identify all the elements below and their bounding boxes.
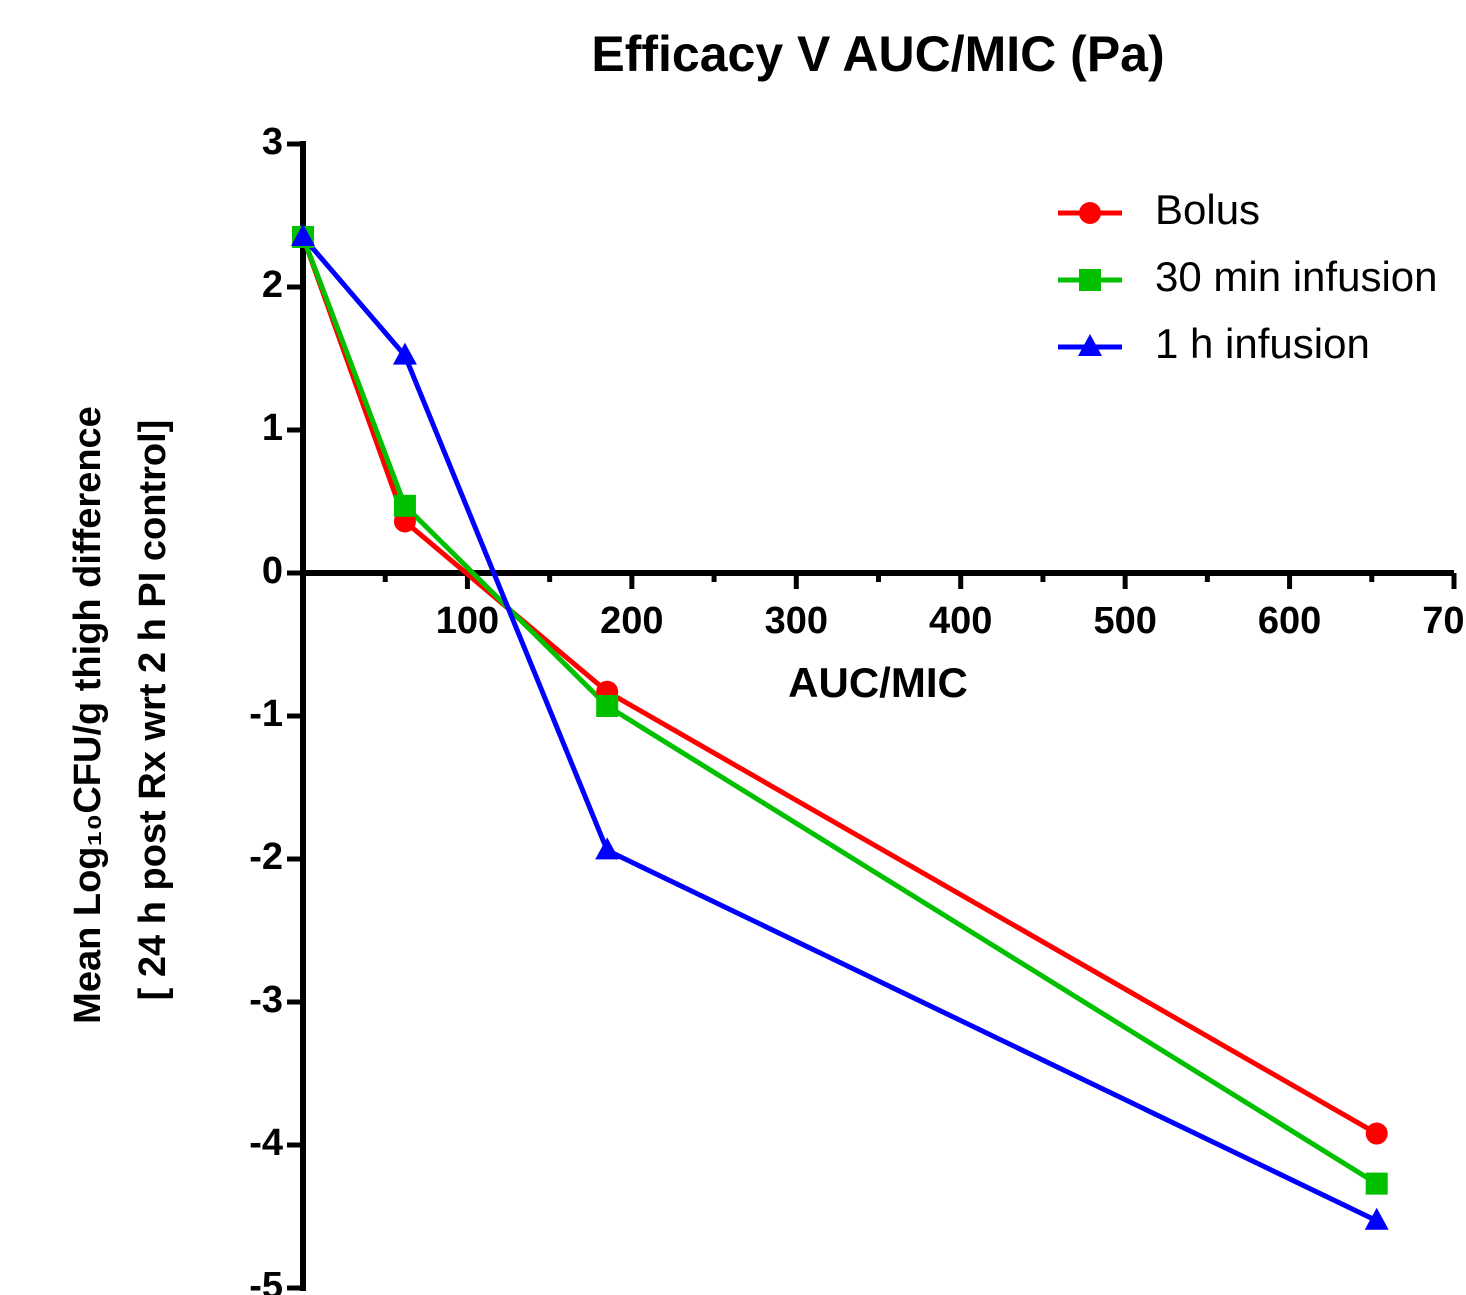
y-tick-label: -3: [249, 979, 283, 1021]
x-tick-label: 400: [929, 600, 992, 642]
y-tick-label: -2: [249, 836, 283, 878]
marker: [393, 494, 416, 517]
y-tick-label: -1: [249, 693, 283, 735]
marker: [1079, 202, 1101, 224]
y-axis-label: Mean Log₁₀CFU/g thigh difference: [67, 406, 109, 1024]
marker: [291, 223, 315, 246]
y-tick-label: -4: [249, 1122, 283, 1164]
y-tick-label: 0: [262, 550, 283, 592]
y-tick-label: -5: [249, 1265, 283, 1295]
legend-label: 30 min infusion: [1155, 253, 1438, 300]
y-tick-label: 1: [262, 407, 283, 449]
marker: [392, 342, 417, 365]
x-tick-label: 700: [1422, 600, 1466, 642]
legend-label: 1 h infusion: [1155, 320, 1370, 367]
x-tick-label: 200: [600, 600, 663, 642]
x-axis-label: AUC/MIC: [788, 659, 968, 706]
marker: [1365, 1172, 1388, 1195]
marker: [595, 837, 620, 860]
chart-title: Efficacy V AUC/MIC (Pa): [591, 26, 1164, 82]
x-tick-label: 300: [765, 600, 828, 642]
x-tick-label: 500: [1093, 600, 1156, 642]
series-line: [301, 235, 1378, 1224]
y-axis-label: [ 24 h post Rx wrt 2 h PI control]: [132, 420, 174, 1001]
y-tick-label: 3: [262, 121, 283, 163]
marker: [1078, 334, 1102, 356]
marker: [1079, 269, 1101, 291]
marker: [1365, 1122, 1388, 1145]
marker: [1364, 1207, 1389, 1230]
x-tick-label: 100: [436, 600, 499, 642]
legend-label: Bolus: [1155, 186, 1260, 233]
x-tick-label: 600: [1258, 600, 1321, 642]
marker: [596, 694, 619, 717]
y-tick-label: 2: [262, 264, 283, 306]
